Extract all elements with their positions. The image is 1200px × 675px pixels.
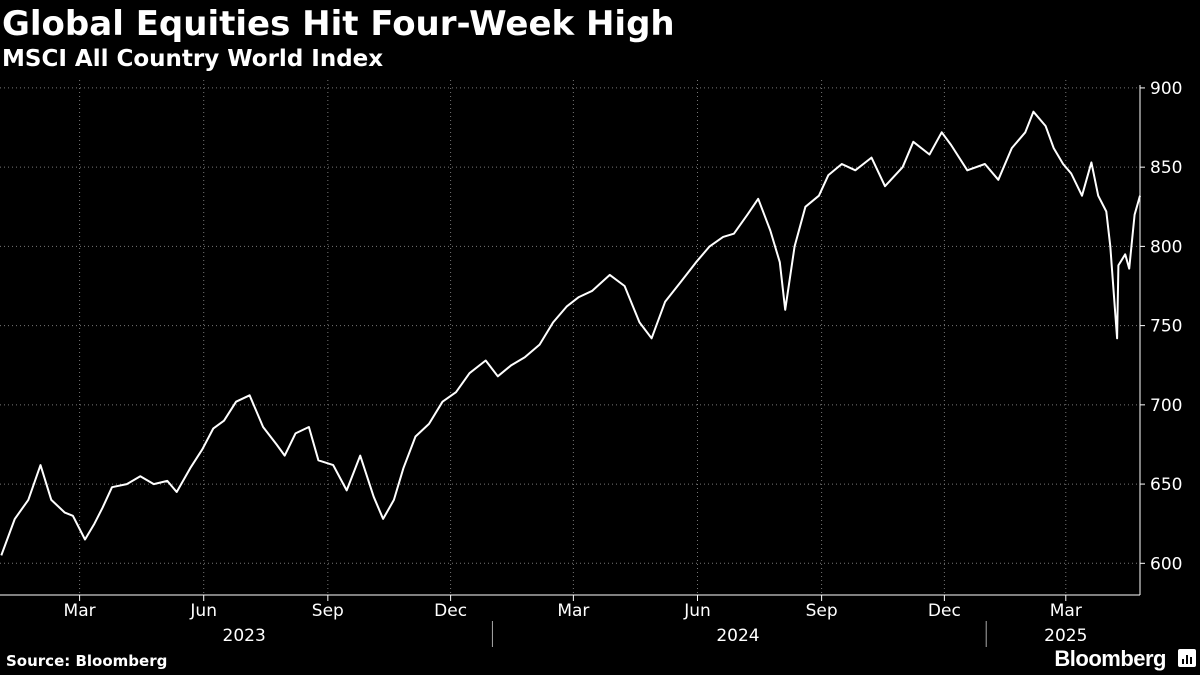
y-axis: 600 650 700 750 800 850 900 xyxy=(1139,79,1182,595)
chart-subtitle: MSCI All Country World Index xyxy=(2,46,384,72)
y-tick-label: 650 xyxy=(1150,475,1182,495)
x-tick-label: Mar xyxy=(1050,601,1082,621)
x-tick-label: Jun xyxy=(683,601,711,621)
series-line-msci-acwi xyxy=(0,110,1141,556)
year-label: 2024 xyxy=(716,626,759,646)
x-tick-label: Dec xyxy=(434,601,467,621)
x-tick-label: Sep xyxy=(312,601,344,621)
y-tick-label: 600 xyxy=(1150,554,1182,574)
y-tick-label: 800 xyxy=(1150,237,1182,257)
y-tick-label: 750 xyxy=(1150,317,1182,337)
grid-lines xyxy=(0,80,1140,595)
y-tick-label: 700 xyxy=(1150,396,1182,416)
year-label: 2023 xyxy=(223,626,266,646)
y-tick-label: 900 xyxy=(1150,79,1182,99)
chart-title: Global Equities Hit Four-Week High xyxy=(2,4,675,44)
source-note: Source: Bloomberg xyxy=(6,652,168,670)
x-tick-label: Mar xyxy=(64,601,96,621)
x-tick-label: Jun xyxy=(189,601,217,621)
year-label: 2025 xyxy=(1044,626,1087,646)
x-tick-label: Dec xyxy=(928,601,961,621)
x-tick-label: Sep xyxy=(806,601,838,621)
bloomberg-logo-text: Bloomberg xyxy=(1054,646,1166,671)
y-tick-label: 850 xyxy=(1150,158,1182,178)
x-tick-label: Mar xyxy=(557,601,589,621)
x-axis: Mar Jun Sep Dec Mar Jun Sep Dec Mar 2023 2024 2025 xyxy=(0,594,1140,647)
bloomberg-chart-icon xyxy=(1178,649,1196,667)
